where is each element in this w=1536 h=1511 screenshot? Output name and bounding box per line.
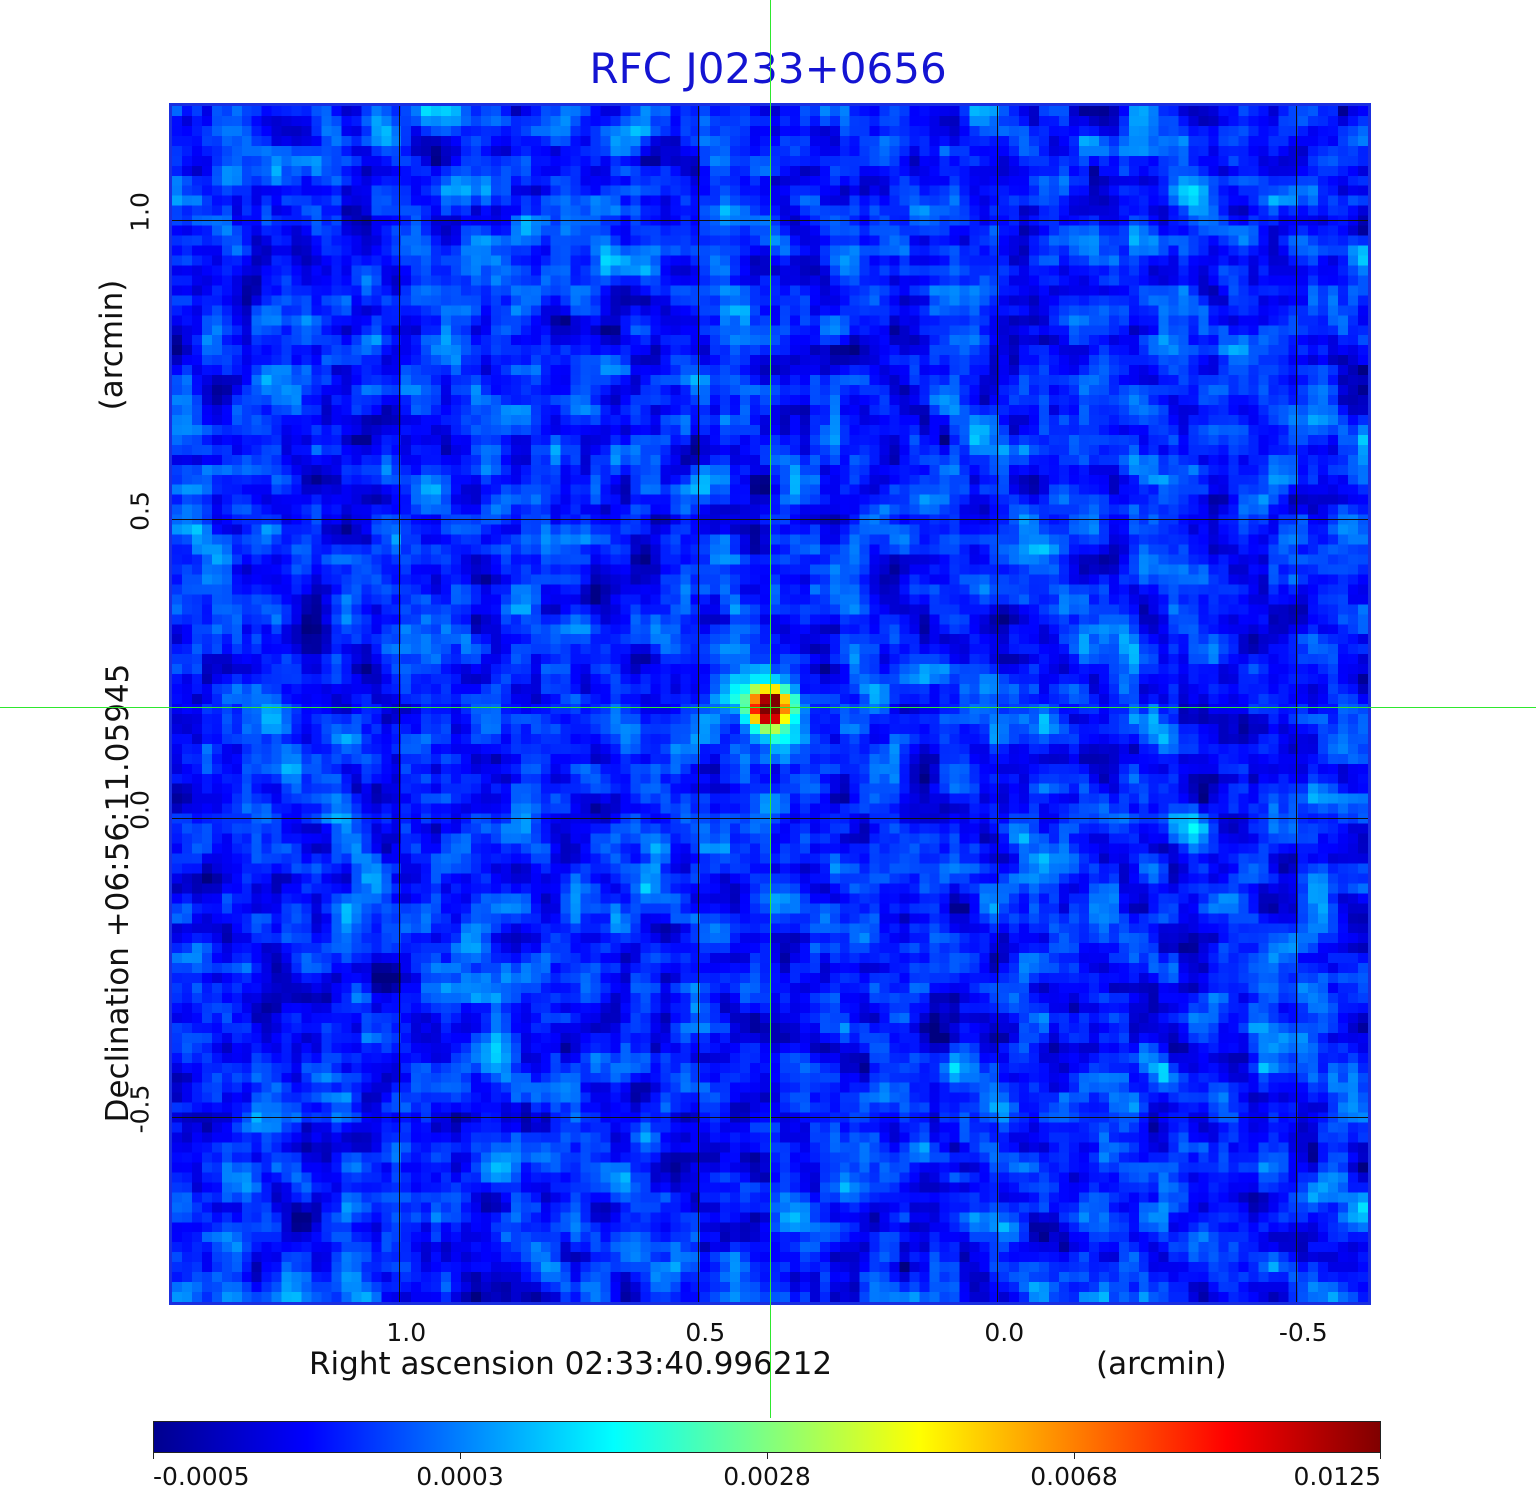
grid-line-x-3 [1296,106,1298,1302]
colorbar [153,1421,1381,1453]
colorbar-tick-label: 0.0003 [416,1462,504,1491]
colorbar-tick-mark [1380,1452,1381,1459]
colorbar-tick-label: -0.0005 [153,1462,250,1491]
y-axis-unit: (arcmin) [94,279,130,411]
y-tick-label: 1.0 [125,191,155,232]
chart-title: RFC J0233+0656 [589,44,947,93]
colorbar-tick-label: 0.0125 [1293,1462,1381,1491]
x-tick-label: -0.5 [1278,1318,1328,1347]
x-tick-label: 0.5 [685,1318,726,1347]
colorbar-tick-label: 0.0068 [1030,1462,1118,1491]
x-tick-label: 0.0 [984,1318,1025,1347]
colorbar-tick-label: 0.0028 [723,1462,811,1491]
crosshair-vertical [770,0,771,1418]
grid-line-x-1 [698,106,700,1302]
crosshair-horizontal [0,707,1536,708]
colorbar-tick-mark [153,1452,154,1459]
y-tick-label: 0.5 [125,490,155,531]
x-tick-label: 1.0 [386,1318,427,1347]
colorbar-tick-mark [1074,1452,1075,1459]
x-axis-unit: (arcmin) [1096,1346,1227,1382]
x-axis-label: Right ascension 02:33:40.996212 [309,1346,833,1382]
colorbar-tick-mark [767,1452,768,1459]
y-axis-label: Declination +06:56:11.05945 [100,663,136,1123]
colorbar-tick-mark [460,1452,461,1459]
grid-line-x-0 [399,106,401,1302]
grid-line-x-2 [997,106,999,1302]
